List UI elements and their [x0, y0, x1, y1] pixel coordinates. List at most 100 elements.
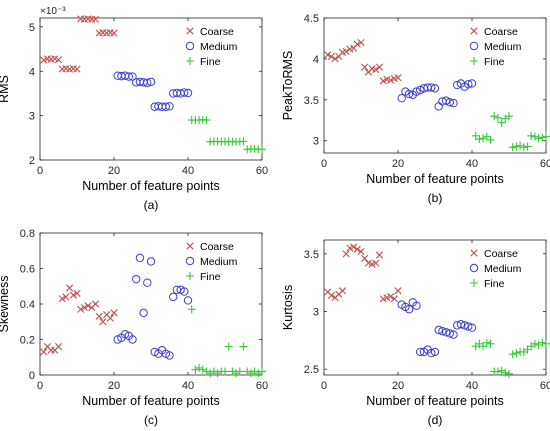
- y-tick-label: 0.8: [20, 228, 35, 240]
- data-point: [124, 72, 134, 81]
- x-tick-label: 60: [540, 158, 550, 170]
- panel-label: (c): [144, 413, 158, 427]
- data-point: [169, 292, 178, 302]
- data-point: [327, 291, 335, 299]
- data-point: [449, 330, 458, 339]
- data-point: [387, 76, 395, 84]
- data-point: [479, 342, 488, 351]
- data-point: [202, 367, 211, 376]
- x-axis-label: Number of feature points: [366, 394, 504, 408]
- chart-panel-2: 0 20 40 60 3 3.5 4 4.5 Number of feature points P…: [281, 13, 550, 205]
- y-tick-label: 3.5: [304, 95, 319, 107]
- data-point: [143, 278, 152, 287]
- data-point: [91, 15, 100, 23]
- data-point: [206, 369, 215, 378]
- data-point: [110, 309, 118, 317]
- data-point: [110, 29, 118, 37]
- data-point: [416, 347, 425, 357]
- data-point: [372, 65, 380, 74]
- data-point: [258, 145, 266, 154]
- data-point: [143, 78, 152, 87]
- data-point: [232, 369, 241, 378]
- x-tick-label: 40: [466, 380, 478, 392]
- data-point: [512, 142, 521, 151]
- data-point: [228, 367, 237, 376]
- data-point: [530, 132, 539, 141]
- data-point: [394, 74, 402, 82]
- data-point: [180, 88, 189, 97]
- data-point: [397, 93, 406, 103]
- y-tick-label: 3: [313, 307, 319, 319]
- data-point: [482, 132, 491, 141]
- data-point: [519, 143, 528, 152]
- series-coarse: [40, 15, 118, 73]
- data-point: [258, 367, 266, 376]
- data-point: [464, 80, 473, 89]
- data-point: [404, 305, 414, 314]
- y-axis-label: RMS: [0, 75, 11, 103]
- panel-label: (b): [428, 191, 443, 205]
- data-point: [493, 113, 502, 122]
- data-point: [530, 339, 539, 348]
- y-tick-label: 3.5: [304, 249, 319, 261]
- y-tick-label: 0.2: [20, 335, 35, 347]
- data-point: [69, 291, 77, 299]
- data-point: [342, 250, 350, 258]
- data-point: [490, 112, 499, 121]
- data-point: [338, 287, 347, 295]
- x-tick-label: 20: [108, 380, 120, 392]
- data-point: [497, 118, 506, 127]
- data-point: [84, 302, 92, 310]
- series-fine: [187, 115, 266, 154]
- y-exponent-label: ×10⁻³: [40, 6, 66, 17]
- legend-label: Fine: [200, 271, 221, 283]
- legend: Coarse Medium Fine: [185, 241, 238, 283]
- data-point: [427, 348, 436, 358]
- data-point: [128, 335, 137, 344]
- data-point: [471, 131, 480, 140]
- x-tick-label: 40: [182, 380, 194, 392]
- y-tick-label: 4.5: [304, 13, 319, 25]
- data-point: [77, 305, 85, 313]
- data-point: [331, 55, 339, 63]
- x-tick-label: 20: [108, 165, 120, 177]
- legend-label: Medium: [484, 263, 522, 275]
- data-point: [213, 369, 222, 378]
- series-medium: [397, 298, 477, 358]
- data-point: [66, 284, 74, 292]
- data-point: [467, 79, 477, 88]
- data-point: [361, 254, 369, 263]
- y-tick-label: 0.6: [20, 264, 35, 276]
- panel-label: (a): [144, 198, 159, 212]
- data-point: [434, 325, 443, 335]
- data-point: [542, 132, 550, 141]
- legend-label: Fine: [484, 56, 505, 68]
- data-point: [128, 72, 137, 81]
- data-point: [73, 65, 81, 73]
- data-point: [486, 135, 495, 144]
- legend-label: Coarse: [200, 26, 234, 38]
- data-point: [73, 289, 81, 297]
- data-point: [224, 342, 233, 351]
- data-point: [246, 369, 255, 378]
- y-tick-label: 2.5: [304, 364, 319, 376]
- data-point: [508, 143, 517, 152]
- series-fine: [471, 112, 550, 152]
- legend-label: Coarse: [484, 26, 518, 38]
- data-point: [505, 112, 513, 121]
- data-point: [375, 63, 384, 71]
- plot-area: [39, 17, 263, 161]
- data-point: [527, 131, 536, 140]
- data-point: [40, 348, 48, 356]
- x-tick-label: 0: [37, 165, 43, 177]
- data-point: [427, 83, 436, 92]
- chart-panel-4: 0 20 40 60 2.5 3 3.5 Number of feature points Ku…: [281, 239, 550, 427]
- legend-marker-medium: [185, 41, 195, 51]
- data-point: [361, 63, 369, 71]
- x-tick-label: 0: [321, 158, 327, 170]
- data-point: [165, 351, 174, 360]
- data-point: [62, 293, 70, 301]
- legend: Coarse Medium Fine: [469, 26, 522, 68]
- x-tick-label: 40: [466, 158, 478, 170]
- y-axis-label: Skewness: [0, 276, 11, 333]
